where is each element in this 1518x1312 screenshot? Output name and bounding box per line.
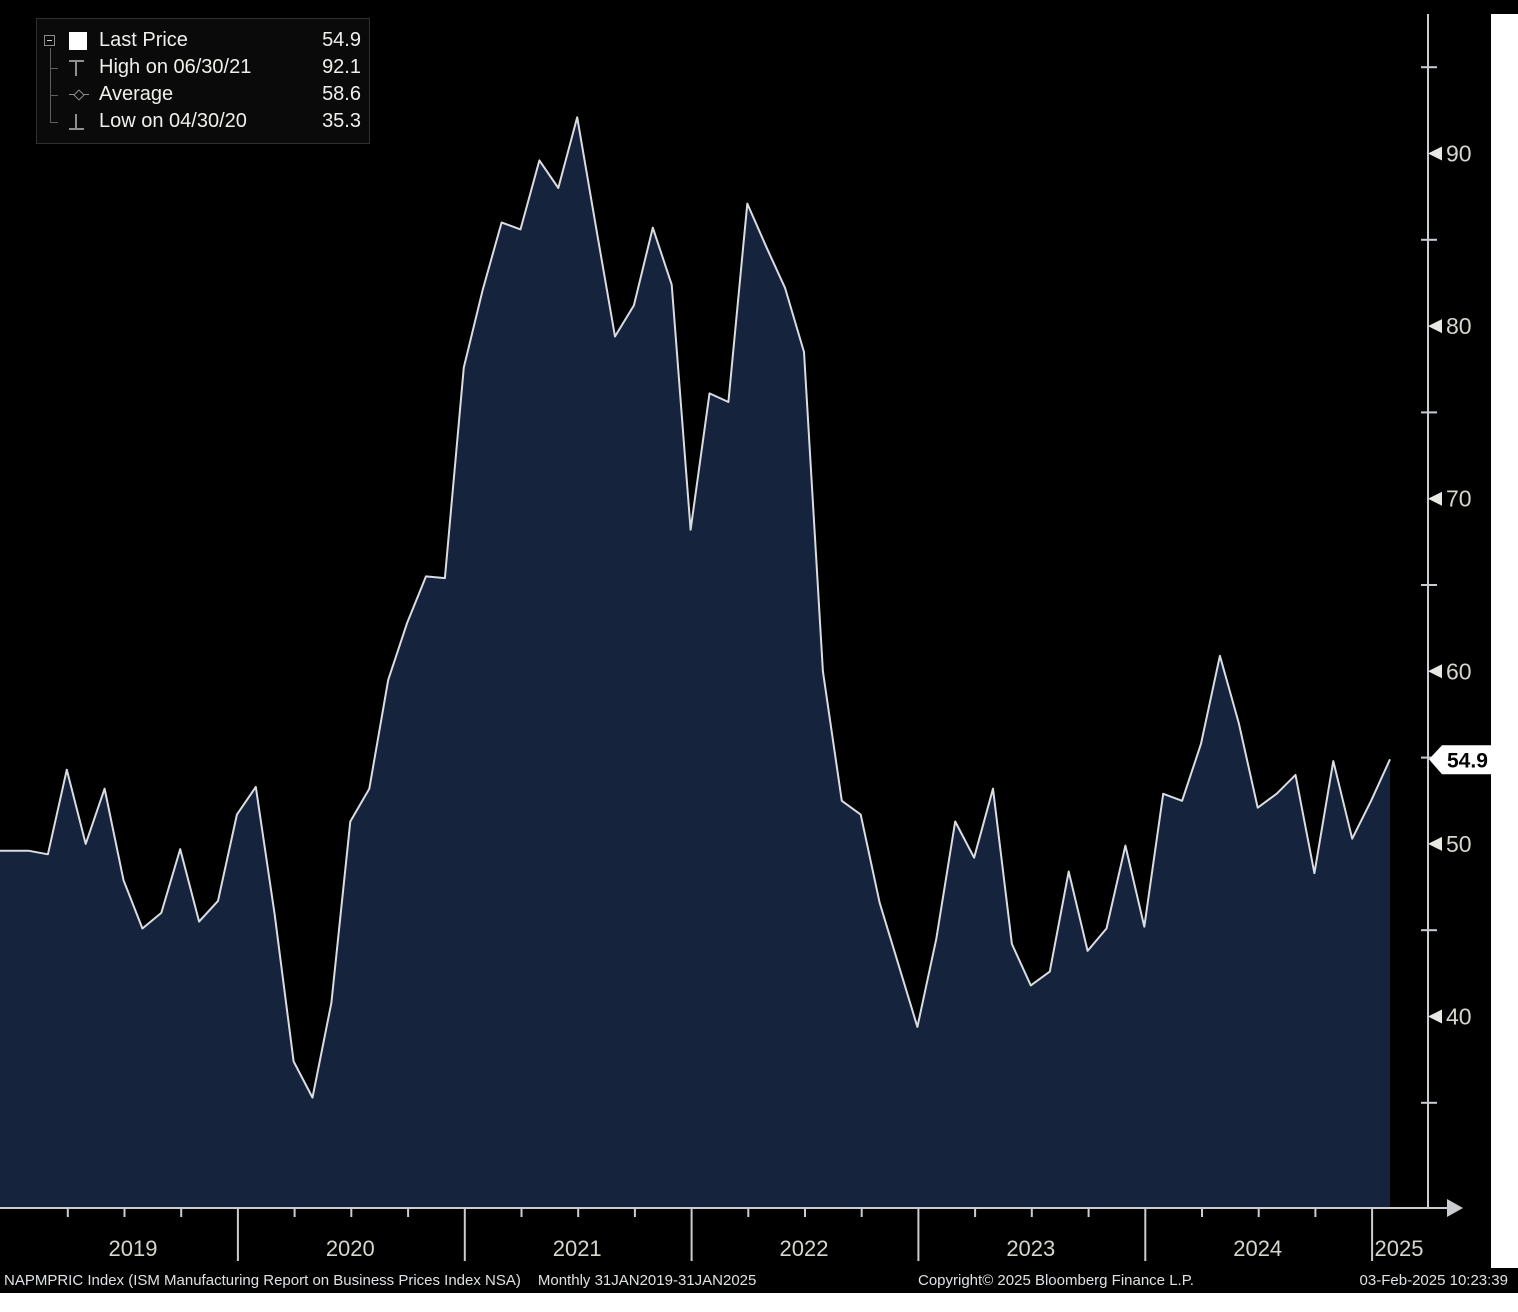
y-minor-tick xyxy=(1421,238,1437,241)
legend-tree-line xyxy=(50,48,51,122)
y-tick-arrow-icon xyxy=(1428,491,1442,506)
quarter-tick xyxy=(123,1209,126,1217)
footer-bar: NAPMPRIC Index (ISM Manufacturing Report… xyxy=(0,1268,1518,1293)
legend-row-last-price[interactable]: Last Price 54.9 xyxy=(43,27,361,54)
y-axis-tick-label: 40 xyxy=(1446,1004,1472,1030)
y-minor-tick xyxy=(1421,929,1437,932)
quarter-tick xyxy=(860,1209,863,1217)
quarter-tick xyxy=(293,1209,296,1217)
y-tick-arrow-icon xyxy=(1428,319,1442,334)
quarter-tick xyxy=(1314,1209,1317,1217)
last-price-badge-value: 54.9 xyxy=(1447,749,1488,772)
quarter-tick xyxy=(747,1209,750,1217)
footer-timestamp: 03-Feb-2025 10:23:39 xyxy=(1359,1272,1508,1289)
legend-value-last-price: 54.9 xyxy=(322,29,361,51)
x-axis-arrow-icon xyxy=(1447,1199,1463,1217)
x-axis-line xyxy=(0,1207,1447,1209)
year-boundary-tick xyxy=(917,1209,920,1261)
y-tick-arrow-icon xyxy=(1428,1009,1442,1024)
legend-row-low[interactable]: Low on 04/30/20 35.3 xyxy=(43,108,361,135)
legend-row-average[interactable]: Average 58.6 xyxy=(43,81,361,108)
year-boundary-tick xyxy=(1371,1209,1374,1261)
legend-tree-branch xyxy=(50,95,58,96)
y-minor-tick xyxy=(1421,584,1437,586)
quarter-tick xyxy=(974,1209,977,1217)
page-bottom-margin xyxy=(0,1293,1518,1312)
legend-tree-branch xyxy=(50,68,58,69)
quarter-tick xyxy=(350,1209,353,1217)
high-marker-icon xyxy=(69,59,84,76)
x-axis-year-label: 2019 xyxy=(109,1236,158,1261)
legend-tree-branch xyxy=(50,122,58,123)
year-boundary-tick xyxy=(690,1209,693,1261)
y-axis-line xyxy=(1427,14,1429,1209)
year-boundary-tick xyxy=(236,1209,239,1261)
quarter-tick xyxy=(1201,1209,1203,1217)
year-boundary-tick xyxy=(463,1209,466,1261)
footer-periodicity: Monthly 31JAN2019-31JAN2025 xyxy=(537,1272,757,1289)
legend-label-last-price: Last Price xyxy=(99,29,188,51)
y-axis-tick-label: 80 xyxy=(1446,313,1472,339)
y-tick-arrow-icon xyxy=(1428,664,1442,679)
low-marker-icon xyxy=(69,113,84,130)
area-fill xyxy=(0,117,1390,1207)
last-price-swatch-icon xyxy=(69,31,87,50)
quarter-tick xyxy=(1087,1209,1090,1217)
legend-label-low: Low on 04/30/20 xyxy=(99,110,247,132)
chart-legend: Last Price 54.9 High on 06/30/21 92.1 Av… xyxy=(36,18,370,144)
x-axis-year-label: 2023 xyxy=(1006,1236,1055,1261)
y-minor-tick xyxy=(1421,411,1437,414)
y-axis-tick-label: 90 xyxy=(1446,141,1472,167)
y-axis-tick-label: 50 xyxy=(1446,831,1472,857)
x-axis-year-label: 2024 xyxy=(1233,1236,1282,1261)
quarter-tick xyxy=(180,1209,183,1217)
average-marker-icon xyxy=(69,89,89,101)
y-minor-tick xyxy=(1421,756,1437,759)
legend-expander-icon[interactable] xyxy=(44,35,55,46)
legend-row-high[interactable]: High on 06/30/21 92.1 xyxy=(43,54,361,81)
y-minor-tick xyxy=(1421,1101,1437,1104)
y-minor-tick xyxy=(1421,66,1437,69)
quarter-tick xyxy=(1030,1209,1033,1217)
y-axis-tick-label: 60 xyxy=(1446,658,1472,684)
year-boundary-tick xyxy=(1144,1209,1147,1261)
legend-value-low: 35.3 xyxy=(322,110,361,132)
footer-description: NAPMPRIC Index (ISM Manufacturing Report… xyxy=(4,1272,521,1289)
last-price-badge xyxy=(1429,745,1491,775)
x-axis-year-label: 2021 xyxy=(553,1236,602,1261)
legend-value-average: 58.6 xyxy=(322,83,361,105)
legend-label-average: Average xyxy=(99,83,174,105)
quarter-tick xyxy=(407,1209,410,1217)
quarter-tick xyxy=(577,1209,580,1217)
quarter-tick xyxy=(804,1209,806,1217)
quarter-tick xyxy=(520,1209,523,1217)
page-right-margin xyxy=(1491,14,1518,1270)
y-tick-arrow-icon xyxy=(1428,146,1442,161)
quarter-tick xyxy=(1257,1209,1260,1217)
legend-value-high: 92.1 xyxy=(322,56,361,78)
quarter-tick xyxy=(66,1209,69,1217)
y-axis-tick-label: 70 xyxy=(1446,486,1472,512)
x-axis-year-label: 2020 xyxy=(326,1236,375,1261)
quarter-tick xyxy=(633,1209,636,1217)
x-axis-year-label: 2022 xyxy=(780,1236,829,1261)
x-axis-year-label: 2025 xyxy=(1375,1236,1424,1261)
y-tick-arrow-icon xyxy=(1428,836,1442,851)
footer-copyright: Copyright© 2025 Bloomberg Finance L.P. xyxy=(918,1272,1194,1289)
price-line xyxy=(0,116,1391,1099)
legend-label-high: High on 06/30/21 xyxy=(99,56,252,78)
